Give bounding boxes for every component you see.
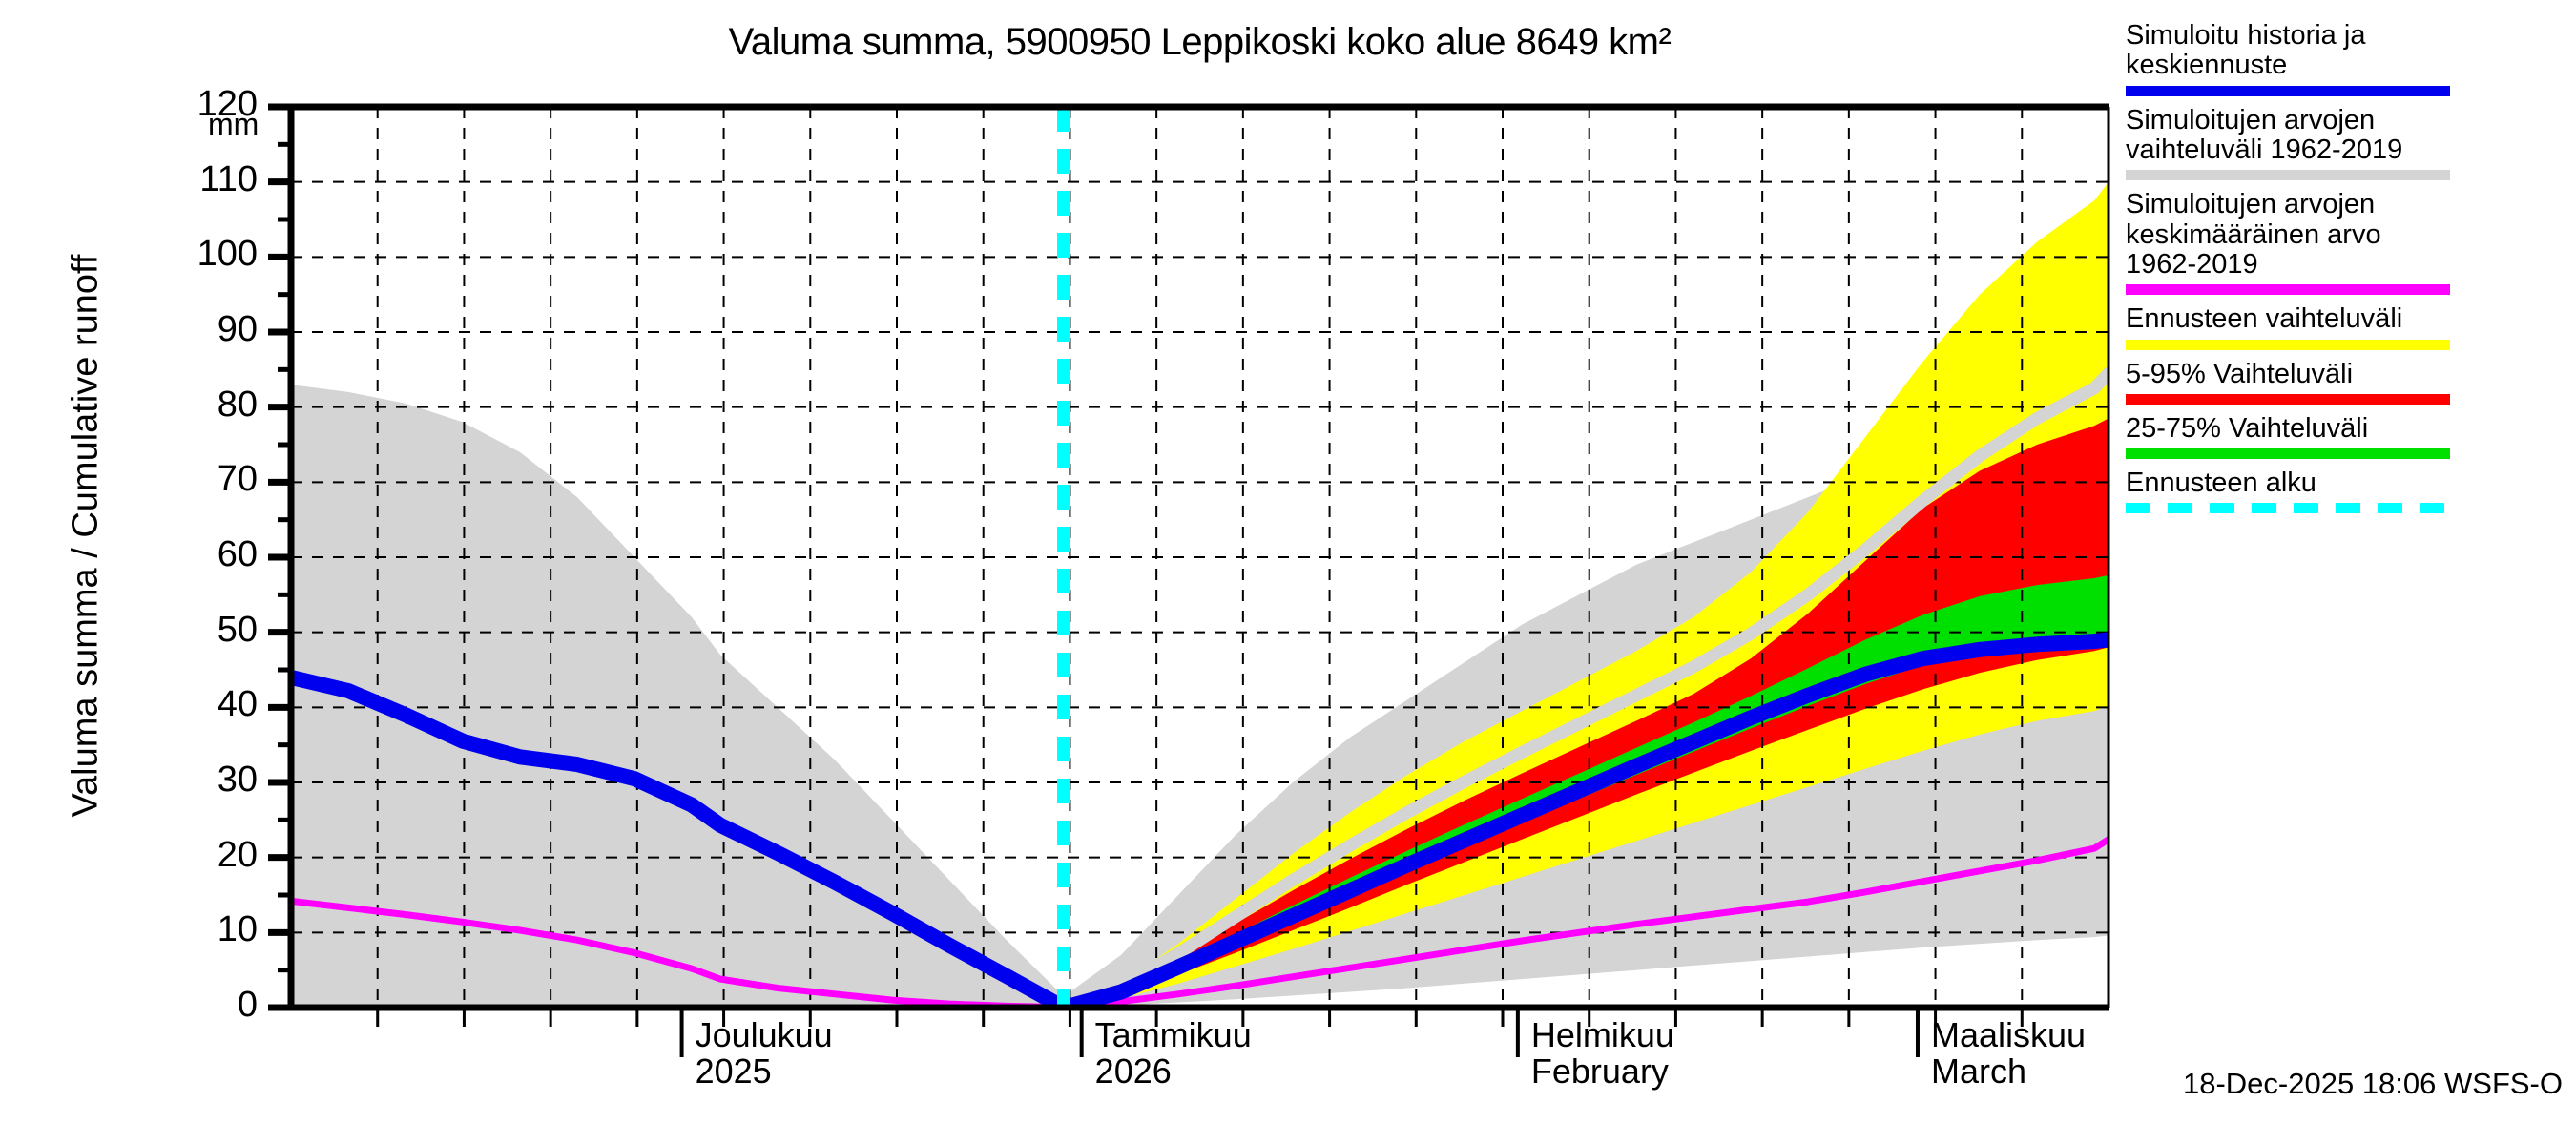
- y-tick-label-100: 100: [197, 234, 258, 275]
- x-month-en: 2025: [695, 1051, 772, 1092]
- line-sim-mean: [291, 836, 2109, 1008]
- x-month-label-1: Tammikuu 2026: [1094, 1015, 1252, 1092]
- legend-p25-75-swatch: [2126, 448, 2450, 460]
- legend-history[interactable]: Simuloitu historia ja keskiennuste: [2126, 20, 2574, 96]
- x-month-fi: Helmikuu: [1530, 1015, 1674, 1054]
- legend-p25-75[interactable]: 25-75% Vaihteluväli: [2126, 412, 2574, 460]
- legend-sim-mean-swatch: [2126, 284, 2450, 296]
- legend-history-label: Simuloitu historia ja keskiennuste: [2126, 20, 2366, 81]
- timestamp-footer: 18-Dec-2025 18:06 WSFS-O: [2182, 1067, 2563, 1100]
- x-month-label-0: Joulukuu 2025: [695, 1015, 833, 1092]
- x-month-en: March: [1930, 1051, 2026, 1092]
- legend-sim-range-label: Simuloitujen arvojen vaihteluväli 1962-2…: [2126, 104, 2403, 165]
- line-history-forecast: [291, 632, 2109, 1008]
- legend-forecast-start-swatch: [2126, 503, 2450, 514]
- x-month-fi: Joulukuu: [695, 1015, 833, 1054]
- legend-forecast-range[interactable]: Ennusteen vaihteluväli: [2126, 303, 2574, 350]
- legend-p5-95-label: 5-95% Vaihteluväli: [2126, 358, 2354, 389]
- y-tick-label-80: 80: [217, 384, 258, 425]
- y-tick-label-120: 120: [197, 84, 258, 124]
- x-month-en: 2026: [1094, 1051, 1172, 1092]
- y-tick-label-0: 0: [237, 985, 258, 1025]
- legend-p5-95-swatch: [2126, 393, 2450, 405]
- band-p5-95: [1064, 418, 2109, 1008]
- y-tick-label-20: 20: [217, 834, 258, 875]
- page-title: Valuma summa, 5900950 Leppikoski koko al…: [728, 21, 1672, 63]
- legend-forecast-range-label: Ennusteen vaihteluväli: [2126, 303, 2403, 335]
- legend-forecast-range-swatch: [2126, 339, 2450, 350]
- x-month-en: February: [1530, 1051, 1669, 1092]
- legend-sim-range[interactable]: Simuloitujen arvojen vaihteluväli 1962-2…: [2126, 104, 2574, 181]
- legend-forecast-start-label: Ennusteen alku: [2126, 468, 2316, 499]
- x-month-label-3: Maaliskuu March: [1930, 1015, 2087, 1092]
- x-month-label-2: Helmikuu February: [1530, 1015, 1674, 1092]
- y-tick-label-40: 40: [217, 684, 258, 725]
- legend-sim-mean-label: Simuloitujen arvojen keskimääräinen arvo…: [2126, 189, 2381, 280]
- y-tick-label-70: 70: [217, 459, 258, 500]
- y-tick-label-10: 10: [217, 909, 258, 950]
- grid-lines: [291, 107, 2109, 1008]
- legend-p5-95[interactable]: 5-95% Vaihteluväli: [2126, 358, 2574, 405]
- band-sim-range: [291, 377, 2109, 1008]
- y-tick-label-90: 90: [217, 309, 258, 349]
- y-tick-marks: [268, 103, 291, 1011]
- legend-forecast-start[interactable]: Ennusteen alku: [2126, 468, 2574, 514]
- chart-legend: Simuloitu historia ja keskiennuste Simulo…: [2126, 20, 2574, 523]
- legend-sim-mean[interactable]: Simuloitujen arvojen keskimääräinen arvo…: [2126, 189, 2574, 296]
- y-tick-label-50: 50: [217, 609, 258, 650]
- y-tick-label-60: 60: [217, 534, 258, 574]
- legend-history-swatch: [2126, 85, 2450, 96]
- x-month-fi: Maaliskuu: [1930, 1015, 2087, 1054]
- y-tick-label-30: 30: [217, 760, 258, 800]
- x-tick-marks: [376, 1008, 2024, 1057]
- line-mean-forecast-grey: [1057, 366, 2109, 1008]
- legend-sim-range-swatch: [2126, 170, 2450, 181]
- y-tick-label-110: 110: [199, 158, 258, 199]
- plot-content: [291, 107, 2109, 1008]
- y-axis-unit: mm: [208, 107, 260, 141]
- x-month-fi: Tammikuu: [1094, 1015, 1252, 1054]
- legend-p25-75-label: 25-75% Vaihteluväli: [2126, 412, 2369, 444]
